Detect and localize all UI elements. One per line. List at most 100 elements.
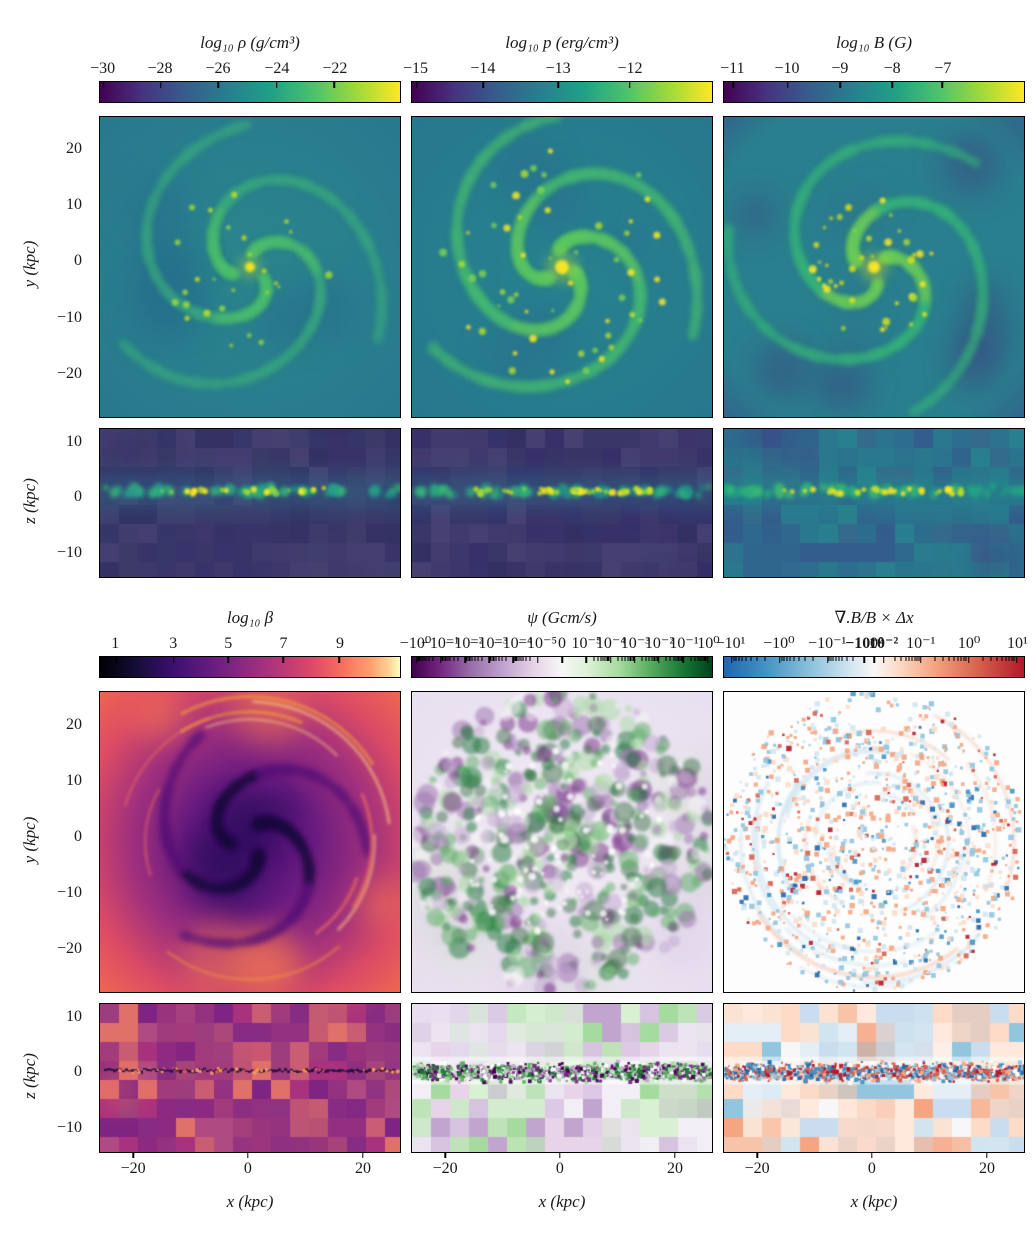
colorbar-tick-mark	[481, 657, 483, 661]
map-density-faceon	[99, 116, 401, 418]
colorbar-tick-mark	[418, 657, 420, 661]
colorbar-tick-mark	[333, 82, 336, 88]
tick-label: 0	[870, 635, 878, 652]
colorbar-beta-tick-labels: 1 3 5 7 9	[99, 631, 401, 654]
tick-label: −14	[470, 60, 496, 77]
colorbar-tick-mark	[609, 657, 612, 663]
map-bfield-edgeon	[723, 428, 1025, 578]
colorbar-tick-mark	[1005, 657, 1007, 661]
colorbar-tick-mark	[735, 657, 737, 661]
colorbar-tick-mark	[465, 657, 467, 661]
y-axis-faceon-top: y (kpc) 20 10 0 −10 −20	[0, 0, 92, 1252]
colorbar-tick-mark	[217, 82, 219, 88]
tick-label: 10⁻³	[620, 635, 650, 652]
colorbar-tick-mark	[656, 657, 658, 661]
tick-label: −10⁻¹	[808, 635, 847, 652]
tick-label: −22	[322, 60, 348, 77]
x-axis-tick-mark	[559, 1153, 561, 1158]
tick-label: 10	[66, 1008, 82, 1025]
colorbar-tick-mark	[173, 657, 175, 663]
tick-label: 20	[66, 140, 82, 157]
tick-label: 10¹	[1007, 635, 1028, 652]
map-canvas	[412, 1004, 712, 1152]
colorbar-tick-mark	[900, 657, 902, 661]
colorbar-tick-mark	[617, 657, 619, 661]
colorbar-tick-mark	[516, 657, 518, 661]
colorbar-tick-mark	[602, 657, 604, 661]
colorbar-tick-mark	[495, 657, 497, 661]
colorbar-tick-mark	[505, 657, 507, 661]
tick-label: −10⁻⁴	[493, 635, 533, 652]
tick-label: 10	[66, 772, 82, 789]
colorbar-beta-gradient	[99, 656, 401, 678]
x-axis-label-col2: x (kpc)	[538, 1192, 586, 1211]
tick-label: 20	[354, 1160, 371, 1177]
tick-label: 20	[978, 1160, 995, 1177]
tick-label: −24	[264, 60, 290, 77]
colorbar-tick-mark	[916, 657, 918, 661]
colorbar-tick-mark	[682, 657, 684, 663]
colorbar-tick-mark	[415, 82, 418, 88]
tick-label: 10⁻¹	[669, 635, 699, 652]
tick-label: −30	[90, 60, 116, 77]
colorbar-tick-mark	[905, 657, 907, 661]
colorbar-tick-mark	[449, 657, 451, 661]
colorbar-tick-mark	[948, 657, 950, 661]
colorbar-tick-mark	[629, 657, 630, 661]
colorbar-tick-mark	[914, 657, 916, 661]
colorbar-tick-mark	[471, 657, 473, 661]
colorbar-tick-mark	[447, 657, 449, 661]
tick-label: −20	[56, 365, 82, 382]
colorbar-tick-mark	[730, 657, 733, 663]
colorbar-tick-mark	[630, 657, 632, 661]
tick-label: 0	[558, 635, 566, 652]
tick-label: 10⁰	[697, 635, 720, 652]
tick-label: 0	[74, 828, 82, 845]
colorbar-tick-mark	[733, 657, 735, 661]
colorbar-tick-mark	[525, 657, 527, 661]
colorbar-tick-mark	[514, 657, 515, 661]
map-divb-edgeon	[723, 1003, 1025, 1153]
tick-label: −10⁻²	[845, 635, 884, 652]
z-axis-edgeon-top: z (kpc) 10 0 −10	[0, 0, 92, 1252]
tick-label: −10¹	[715, 635, 746, 652]
colorbar-tick-mark	[750, 657, 752, 661]
colorbar-tick-mark	[678, 657, 680, 661]
colorbar-tick-mark	[593, 657, 595, 661]
colorbar-tick-mark	[953, 657, 955, 661]
colorbar-tick-mark	[830, 657, 832, 661]
tick-label: −10⁻¹	[420, 635, 460, 652]
colorbar-pressure-title: log₁₀ p (erg/cm³)	[505, 33, 619, 52]
colorbar-tick-mark	[159, 82, 162, 88]
colorbar-tick-mark	[536, 657, 539, 663]
colorbar-psi: ψ (Gcm/s) −10⁰ −10⁻¹ −10⁻² −10⁻³ −10⁻⁴ −10⁻⁵ 0…	[400, 605, 720, 678]
colorbar-tick-mark	[634, 657, 636, 663]
map-pressure-edgeon	[411, 428, 713, 578]
colorbar-tick-mark	[967, 657, 970, 663]
colorbar-tick-mark	[826, 657, 829, 663]
colorbar-tick-mark	[694, 657, 696, 661]
colorbar-density-title: log₁₀ ρ (g/cm³)	[200, 33, 300, 52]
colorbar-bfield: log₁₀ B (G) −11 −10 −9 −8 −7	[720, 30, 1025, 103]
colorbar-tick-mark	[911, 657, 913, 661]
tick-label: 10⁻¹	[906, 635, 936, 652]
map-canvas	[100, 117, 400, 417]
tick-label: 0	[74, 488, 82, 505]
tick-label: −10⁻²	[445, 635, 484, 652]
x-axis-ticks-col3: −20 0 20	[723, 1153, 1025, 1187]
colorbar-tick-mark	[419, 657, 421, 661]
colorbar-tick-mark	[778, 657, 781, 663]
colorbar-tick-mark	[804, 657, 806, 661]
colorbar-tick-mark	[624, 657, 626, 661]
tick-label: −10⁻⁵	[518, 635, 558, 652]
colorbar-tick-mark	[607, 657, 609, 661]
colorbar-tick-mark	[918, 657, 920, 661]
colorbar-tick-mark	[873, 657, 875, 663]
colorbar-tick-mark	[894, 657, 896, 661]
colorbar-tick-mark	[828, 657, 830, 661]
y-axis-label: y (kpc)	[20, 240, 39, 288]
colorbar-tick-mark	[841, 657, 843, 661]
tick-label: −10⁰	[399, 635, 432, 652]
colorbar-tick-mark	[1008, 657, 1010, 661]
colorbar-tick-mark	[606, 657, 608, 661]
